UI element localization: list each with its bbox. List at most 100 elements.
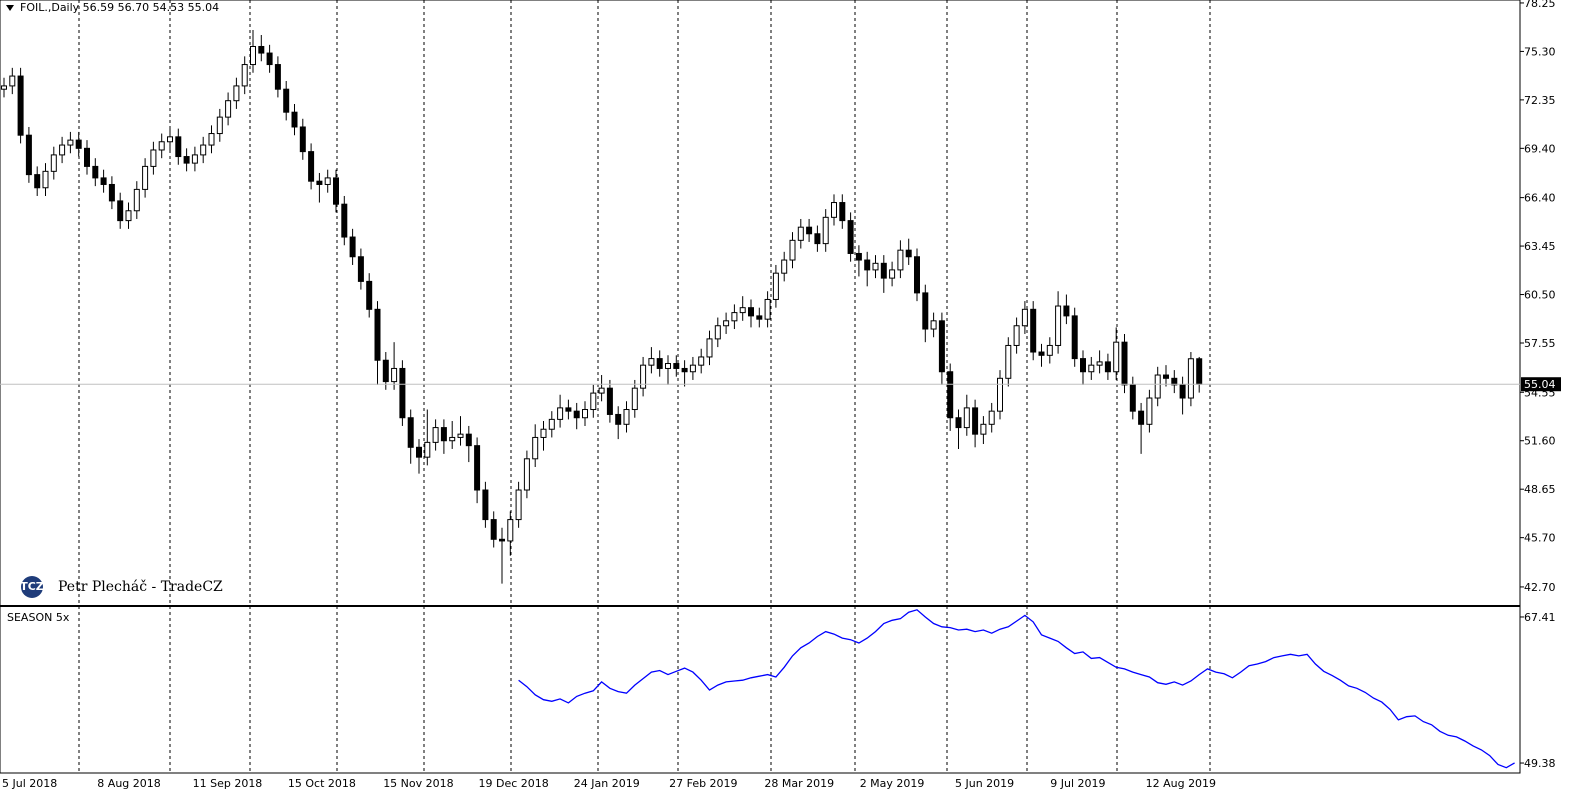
season-line bbox=[518, 609, 1515, 769]
candle-body bbox=[756, 315, 763, 320]
candle-body bbox=[665, 363, 671, 369]
candle-body bbox=[797, 226, 804, 241]
candle-body bbox=[714, 325, 721, 340]
candle-body bbox=[482, 489, 489, 521]
candle-body bbox=[1, 85, 7, 90]
candle-body bbox=[499, 538, 505, 542]
candle-body bbox=[831, 202, 837, 218]
logo-text: TCZ bbox=[20, 580, 44, 593]
logo bbox=[21, 576, 43, 598]
candle-body bbox=[772, 272, 779, 300]
candle-body bbox=[357, 256, 364, 282]
indicator-title: SEASON 5x bbox=[7, 611, 70, 624]
candle-body bbox=[615, 413, 622, 425]
candle-body bbox=[1154, 374, 1161, 399]
candle-body bbox=[532, 436, 539, 460]
candle-body bbox=[374, 308, 381, 361]
y-tick-label: 67.41 bbox=[1524, 611, 1556, 624]
candle-body bbox=[523, 458, 530, 491]
candle-body bbox=[864, 259, 871, 271]
candle-body bbox=[474, 445, 481, 491]
candle-body bbox=[1055, 305, 1062, 346]
candle-body bbox=[1080, 358, 1086, 373]
candle-body bbox=[100, 177, 107, 185]
candle-body bbox=[748, 307, 754, 317]
candle-body bbox=[1121, 341, 1128, 386]
candle-body bbox=[465, 433, 472, 447]
candle-body bbox=[922, 292, 929, 330]
candle-body bbox=[1063, 305, 1070, 317]
candle-body bbox=[382, 359, 389, 383]
x-tick-label: 5 Jul 2018 bbox=[2, 777, 57, 790]
candle-body bbox=[117, 200, 124, 222]
candle-body bbox=[42, 170, 49, 189]
candle-body bbox=[507, 519, 514, 542]
candle-body bbox=[366, 280, 373, 310]
candle-body bbox=[324, 177, 331, 185]
x-tick-label: 5 Jun 2019 bbox=[955, 777, 1014, 790]
candle-body bbox=[440, 427, 447, 442]
candle-body bbox=[897, 249, 904, 271]
candle-body bbox=[341, 203, 348, 238]
x-tick-label: 15 Oct 2018 bbox=[288, 777, 356, 790]
x-tick-label: 9 Jul 2019 bbox=[1050, 777, 1105, 790]
candle-body bbox=[565, 407, 572, 412]
y-tick-label: 69.40 bbox=[1524, 142, 1556, 155]
candle-body bbox=[1046, 344, 1053, 356]
y-tick-label: 48.65 bbox=[1524, 483, 1556, 496]
candle-body bbox=[233, 85, 240, 102]
candle-body bbox=[880, 262, 887, 279]
candle-body bbox=[914, 256, 920, 294]
candle-body bbox=[416, 446, 422, 458]
y-tick-label: 66.40 bbox=[1524, 192, 1556, 205]
candle-body bbox=[1088, 364, 1095, 373]
candle-body bbox=[1038, 351, 1045, 356]
y-tick-label: 51.60 bbox=[1524, 435, 1556, 448]
y-tick-label: 42.70 bbox=[1524, 581, 1556, 594]
candle-body bbox=[905, 249, 912, 258]
candle-body bbox=[67, 139, 74, 146]
candle-body bbox=[183, 156, 190, 164]
candle-body bbox=[17, 75, 24, 136]
last-price-label: 55.04 bbox=[1524, 378, 1556, 391]
candle-body bbox=[963, 407, 970, 429]
candle-body bbox=[972, 407, 979, 435]
candle-body bbox=[457, 433, 464, 438]
candle-body bbox=[142, 165, 149, 190]
candle-body bbox=[930, 320, 937, 330]
candle-body bbox=[92, 165, 99, 179]
last-price-box bbox=[1521, 377, 1561, 392]
x-tick-label: 12 Aug 2019 bbox=[1146, 777, 1216, 790]
x-tick-label: 28 Mar 2019 bbox=[764, 777, 834, 790]
candle-body bbox=[449, 436, 456, 442]
candle-body bbox=[250, 45, 256, 66]
candle-body bbox=[847, 220, 854, 254]
candle-body bbox=[1005, 344, 1012, 379]
candle-body bbox=[980, 423, 987, 435]
candle-body bbox=[1104, 361, 1111, 373]
candle-body bbox=[606, 387, 613, 415]
candle-body bbox=[623, 409, 630, 425]
candle-body bbox=[299, 126, 306, 153]
candle-body bbox=[133, 188, 140, 212]
chart-title: FOIL.,Daily 56.59 56.70 54.53 55.04 bbox=[20, 1, 219, 14]
candle-body bbox=[872, 262, 879, 271]
candle-body bbox=[200, 144, 207, 156]
candle-body bbox=[308, 151, 315, 182]
x-tick-label: 24 Jan 2019 bbox=[574, 777, 640, 790]
y-tick-label: 75.30 bbox=[1524, 45, 1556, 58]
y-tick-label: 57.55 bbox=[1524, 337, 1556, 350]
candle-body bbox=[822, 216, 829, 245]
candle-body bbox=[855, 252, 862, 261]
candle-body bbox=[1138, 410, 1145, 425]
candle-body bbox=[648, 358, 655, 366]
candle-body bbox=[258, 45, 265, 54]
menu-arrow[interactable] bbox=[6, 5, 14, 11]
y-tick-label: 78.25 bbox=[1524, 0, 1556, 10]
candle-body bbox=[889, 269, 896, 279]
candle-body bbox=[25, 134, 32, 176]
candle-body bbox=[839, 202, 846, 222]
candle-body bbox=[150, 149, 157, 167]
